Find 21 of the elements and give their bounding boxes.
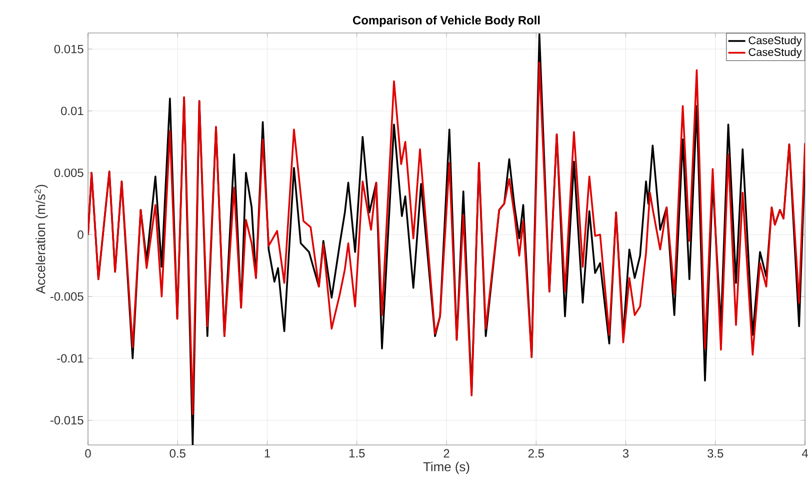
x-tick-label: 2 xyxy=(444,449,450,458)
x-tick-label: 0 xyxy=(85,449,91,458)
x-tick-label: 2.5 xyxy=(528,449,544,458)
y-tick-label: 0.015 xyxy=(54,44,84,54)
y-tick-label: 0 xyxy=(78,230,84,239)
x-tick-label: 1 xyxy=(264,449,270,458)
x-tick-label: 1.5 xyxy=(349,449,365,458)
legend-label: CaseStudy xyxy=(748,36,802,46)
x-axis-title: Time (s) xyxy=(423,462,470,474)
x-tick-label: 0.5 xyxy=(170,449,186,458)
x-tick-label: 3.5 xyxy=(708,449,724,458)
x-tick-label: 4 xyxy=(802,449,808,458)
x-tick-label: 3 xyxy=(622,449,629,458)
y-tick-label: 0.005 xyxy=(54,168,84,178)
y-tick-label: -0.015 xyxy=(50,416,84,424)
y-tick-label: -0.005 xyxy=(50,292,84,301)
legend-label: CaseStudy xyxy=(748,48,802,58)
y-axis-title: Acceleration (m/s$^{2}$) xyxy=(34,184,48,294)
y-tick-label: 0.01 xyxy=(61,106,84,116)
y-tick-label: -0.01 xyxy=(57,354,84,363)
chart-title: Comparison of Vehicle Body Roll xyxy=(352,16,540,27)
